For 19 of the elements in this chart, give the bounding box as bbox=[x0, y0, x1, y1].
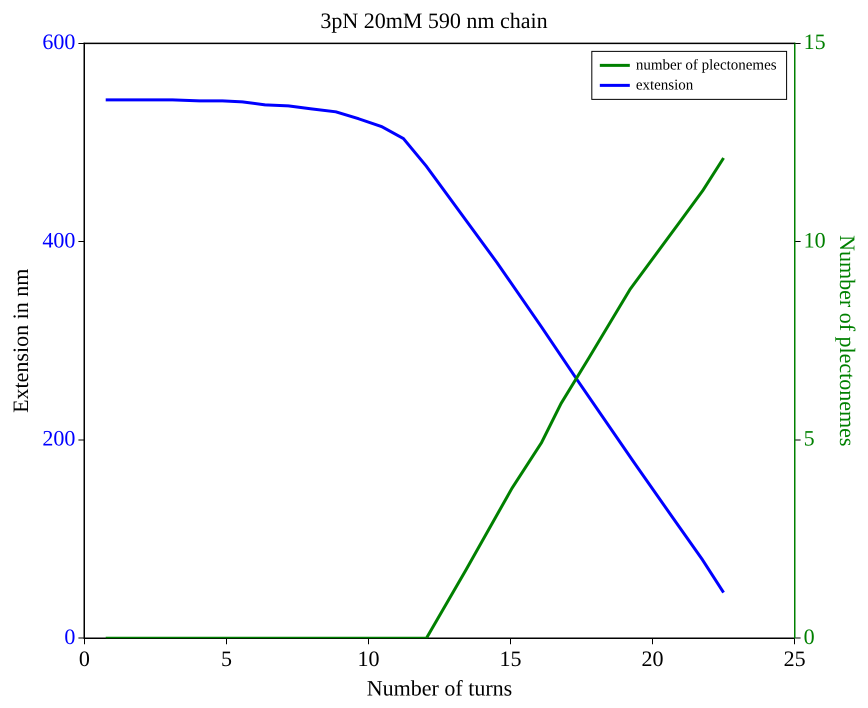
y2-tick-label: 15 bbox=[804, 29, 826, 54]
legend-label: number of plectonemes bbox=[636, 57, 777, 74]
x-axis-title: Number of turns bbox=[366, 676, 512, 701]
x-tick-label: 25 bbox=[784, 646, 806, 672]
y2-axis-title: Number of plectonemes bbox=[835, 235, 860, 446]
x-tick-label: 10 bbox=[357, 646, 380, 672]
y-tick-label: 600 bbox=[42, 29, 76, 54]
y-tick-label: 200 bbox=[42, 426, 76, 451]
y-axis-title: Extension in nm bbox=[8, 268, 33, 413]
legend-label: extension bbox=[636, 77, 694, 94]
x-tick-label: 20 bbox=[642, 646, 664, 672]
chart-title: 3pN 20mM 590 nm chain bbox=[320, 8, 548, 33]
x-tick-label: 5 bbox=[220, 646, 232, 672]
y-tick-label: 0 bbox=[64, 624, 76, 649]
y-tick-label: 400 bbox=[42, 227, 76, 252]
y2-tick-label: 0 bbox=[804, 624, 815, 649]
y2-tick-label: 10 bbox=[804, 227, 826, 252]
x-tick-label: 15 bbox=[500, 646, 522, 672]
y2-tick-label: 5 bbox=[804, 426, 815, 451]
